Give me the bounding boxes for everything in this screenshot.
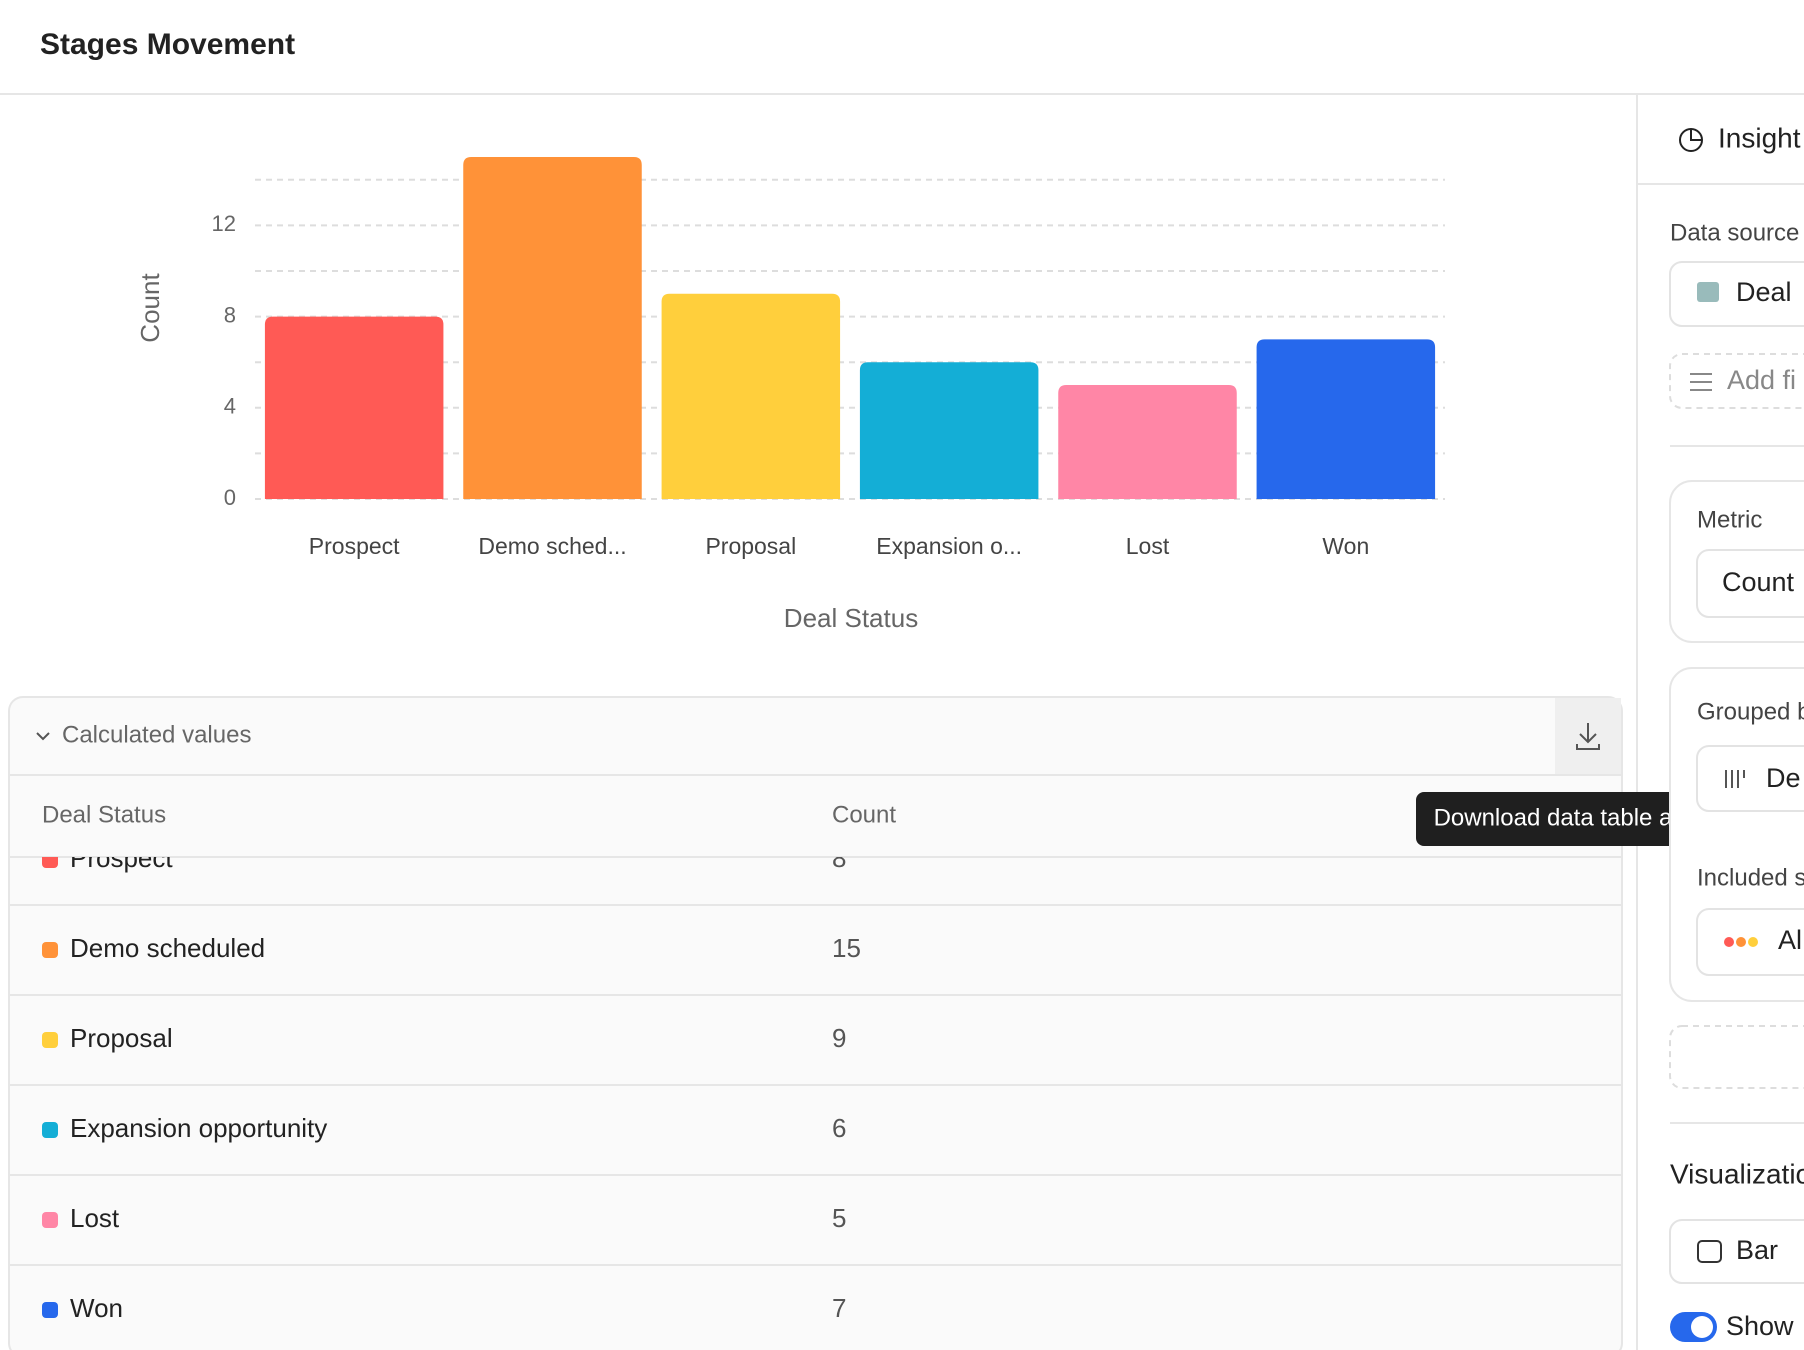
row-label: Lost — [70, 1203, 120, 1233]
row-value: 6 — [832, 1113, 846, 1143]
filter-icon — [1690, 373, 1712, 391]
icon-dot — [1736, 937, 1746, 947]
collapse-icon[interactable] — [36, 732, 50, 741]
label: Included s — [1697, 864, 1804, 891]
grouped: De — [1766, 763, 1801, 793]
legend-dot — [42, 857, 58, 868]
add-filter: Add fi — [1727, 365, 1796, 395]
group-icon — [1725, 770, 1745, 788]
included: Al — [1778, 925, 1802, 955]
row-value: 9 — [832, 1023, 846, 1053]
bar-icon — [1697, 1240, 1722, 1263]
y-axis-title: Count — [135, 273, 165, 343]
legend-dot — [42, 1302, 58, 1318]
add-button[interactable] — [1669, 1025, 1804, 1089]
chart: 0 4 8 12 Prospect Demo sched... Proposal Expans… — [212, 157, 1445, 559]
row-label: Won — [70, 1293, 123, 1323]
x-tick-label: Prospect — [309, 533, 400, 559]
row-value: 15 — [832, 933, 861, 963]
bar — [661, 293, 841, 499]
toggle-label: Show — [1726, 1311, 1794, 1341]
x-axis-title: Deal Status — [784, 603, 918, 633]
label: Grouped b — [1697, 698, 1804, 725]
legend-dot — [42, 1212, 58, 1228]
row-value: 7 — [832, 1293, 846, 1323]
bar — [1058, 385, 1237, 499]
legend-dot — [42, 942, 58, 958]
y-tick-label: 12 — [212, 211, 236, 236]
column-header: Count — [832, 801, 896, 828]
label: Data source — [1670, 219, 1799, 246]
label: Metric — [1697, 506, 1762, 533]
section-title: Visualizatio — [1670, 1158, 1804, 1189]
data-source-select[interactable] — [1669, 261, 1804, 327]
y-tick-label: 0 — [224, 485, 236, 510]
bar — [1256, 339, 1436, 499]
x-tick-label: Won — [1322, 533, 1369, 559]
data-source: Deal — [1736, 277, 1792, 307]
bar — [859, 362, 1039, 499]
insight-icon — [1690, 129, 1702, 141]
add-filter-button[interactable] — [1669, 353, 1804, 409]
y-tick-label: 4 — [224, 394, 236, 419]
legend-dot — [42, 1032, 58, 1048]
visualization: Bar — [1736, 1235, 1778, 1265]
x-tick-label: Lost — [1126, 533, 1170, 559]
icon-dot — [1748, 937, 1758, 947]
table-rows: Prospect 8 Demo scheduled 15 Proposal 9 Expans… — [9, 843, 1622, 1323]
x-tick-label: Expansion o... — [876, 533, 1022, 559]
table-title: Calculated values — [62, 721, 251, 748]
row-value: 8 — [832, 843, 846, 873]
download-icon — [1576, 723, 1600, 750]
row-label: Prospect — [70, 843, 173, 873]
group-select[interactable] — [1696, 745, 1804, 812]
toggle-knob — [1691, 1316, 1713, 1338]
table-panel — [8, 696, 1623, 1350]
x-tick-label: Demo sched... — [478, 533, 626, 559]
bar — [264, 316, 444, 499]
row-value: 5 — [832, 1203, 846, 1233]
icon-dot — [1724, 937, 1734, 947]
visualization-select[interactable] — [1669, 1219, 1804, 1284]
y-tick-label: 8 — [224, 302, 236, 327]
row-label: Proposal — [70, 1023, 173, 1053]
tab[interactable]: Insight — [1718, 122, 1801, 153]
metric: Count — [1722, 567, 1795, 597]
legend-dot — [42, 1122, 58, 1138]
row-label: Demo scheduled — [70, 933, 265, 963]
page-title: Stages Movement — [40, 28, 295, 61]
bar — [463, 157, 642, 499]
row-label: Expansion opportunity — [70, 1113, 327, 1143]
column-header: Deal Status — [42, 801, 166, 828]
data-source-icon — [1697, 282, 1719, 302]
metric-select[interactable] — [1696, 549, 1804, 618]
x-tick-label: Proposal — [705, 533, 796, 559]
